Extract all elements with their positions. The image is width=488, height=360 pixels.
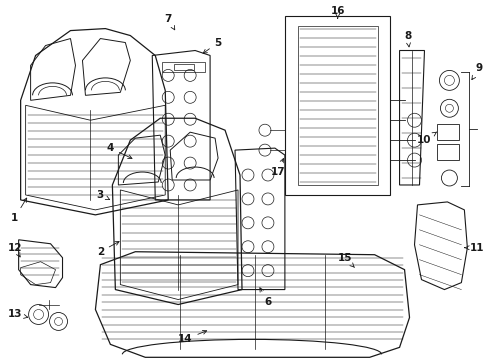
Text: 16: 16 [330,6,344,18]
Text: 1: 1 [11,198,27,223]
Text: 2: 2 [97,242,119,257]
Text: 5: 5 [203,37,221,53]
Text: 4: 4 [106,143,132,158]
Text: 10: 10 [416,132,436,145]
Text: 13: 13 [7,310,28,319]
Text: 15: 15 [337,253,354,267]
Text: 17: 17 [270,158,285,177]
Text: 12: 12 [7,243,22,257]
Text: 14: 14 [178,330,206,345]
Text: 11: 11 [464,243,484,253]
Text: 9: 9 [471,63,482,80]
Text: 7: 7 [164,14,174,30]
Text: 8: 8 [403,31,410,47]
Text: 6: 6 [259,288,271,306]
Text: 3: 3 [97,190,109,200]
